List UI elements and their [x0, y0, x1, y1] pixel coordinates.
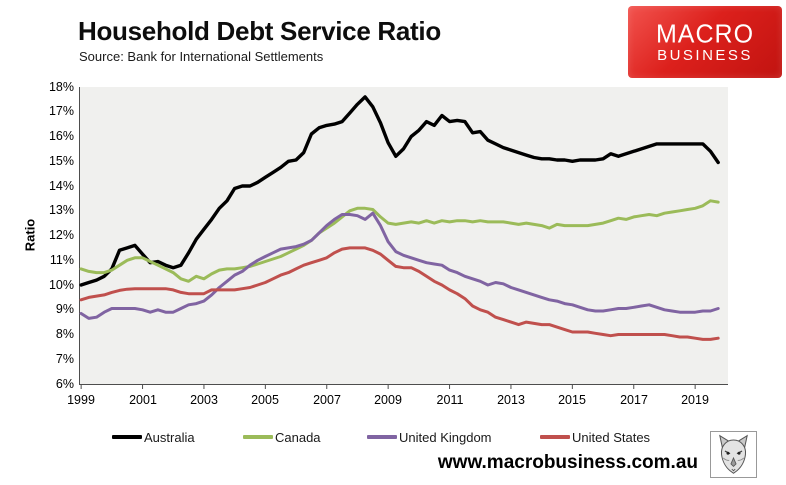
chart-title: Household Debt Service Ratio [78, 16, 441, 46]
macrobusiness-logo: MACRO BUSINESS [628, 6, 782, 78]
x-tick-label: 2011 [436, 393, 464, 407]
legend-swatch [243, 435, 273, 439]
y-tick-label: 7% [55, 352, 74, 366]
x-tick-label: 2007 [313, 393, 341, 407]
y-tick-label: 13% [48, 203, 74, 217]
legend-item-united-kingdom: United Kingdom [367, 429, 492, 445]
y-tick-label: 8% [55, 327, 74, 341]
y-tick-label: 12% [48, 228, 74, 242]
plot-area [79, 87, 728, 384]
chart-subtitle: Source: Bank for International Settlemen… [79, 49, 324, 64]
x-tick-label: 2015 [558, 393, 586, 407]
x-tick-label: 2003 [190, 393, 218, 407]
y-tick-label: 17% [48, 104, 74, 118]
x-tick-label: 2019 [681, 393, 709, 407]
y-tick-label: 14% [48, 179, 74, 193]
y-tick-label: 18% [48, 80, 74, 94]
y-tick-label: 11% [49, 253, 74, 267]
website-url: www.macrobusiness.com.au [437, 452, 698, 473]
legend-swatch [112, 435, 142, 439]
legend-item-australia: Australia [112, 429, 195, 445]
y-tick-label: 9% [55, 302, 74, 316]
logo-text-macro: MACRO [655, 18, 755, 49]
x-tick-label: 2017 [620, 393, 648, 407]
x-tick-label: 2009 [374, 393, 402, 407]
legend-label: Canada [275, 429, 321, 445]
legend-item-canada: Canada [243, 429, 321, 445]
y-tick-label: 10% [48, 278, 74, 292]
legend-label: United States [572, 429, 651, 445]
x-tick-label: 1999 [67, 393, 95, 407]
legend-label: Australia [144, 429, 195, 445]
y-tick-label: 16% [48, 129, 74, 143]
x-tick-label: 2001 [129, 393, 157, 407]
logo-text-business: BUSINESS [657, 46, 753, 64]
legend-label: United Kingdom [399, 429, 492, 445]
x-tick-label: 2013 [497, 393, 525, 407]
legend-swatch [540, 435, 570, 439]
wolf-icon [719, 434, 748, 474]
wolf-logo-box [710, 431, 757, 478]
legend-item-united-states: United States [540, 429, 651, 445]
legend-swatch [367, 435, 397, 439]
x-tick-label: 2005 [251, 393, 279, 407]
y-tick-label: 15% [48, 154, 74, 168]
y-tick-label: 6% [55, 377, 74, 391]
